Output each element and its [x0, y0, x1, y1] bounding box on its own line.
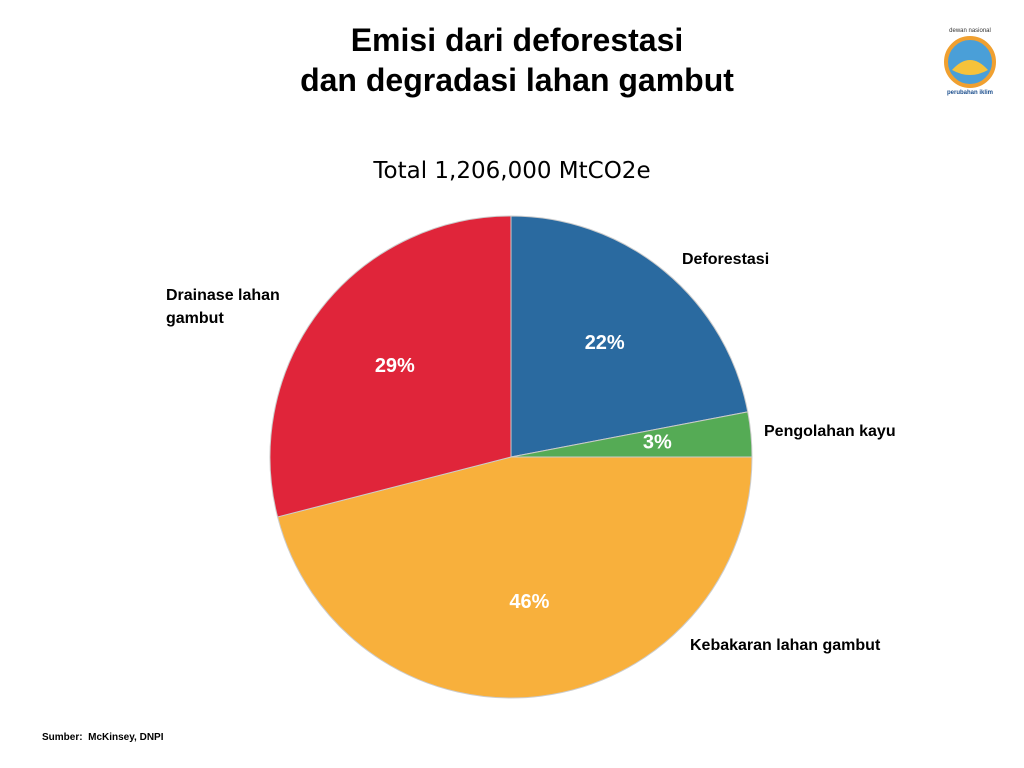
data-label: 3%: [643, 431, 672, 453]
title-line: dan degradasi lahan gambut: [300, 62, 734, 98]
data-label: 22%: [585, 332, 625, 354]
chart-subtitle: Total 1,206,000 MtCO2e: [373, 158, 651, 184]
chart-title: Emisi dari deforestasi dan degradasi lah…: [0, 20, 1024, 100]
title-line: Emisi dari deforestasi: [350, 22, 684, 58]
pie-slice: [269, 215, 512, 518]
pie-slice: [510, 215, 749, 458]
category-label: Pengolahan kayu: [764, 423, 896, 440]
data-label: 29%: [375, 355, 415, 377]
category-label: Drainase lahan gambut: [166, 287, 280, 327]
data-label: 46%: [509, 591, 549, 613]
logo-hands: [952, 60, 988, 75]
logo-text: dewan nasional: [949, 28, 991, 34]
source-note: Sumber: McKinsey, DNPI: [42, 732, 164, 743]
category-label: Deforestasi: [682, 251, 770, 268]
logo: dewan nasional perubahan iklim: [944, 28, 996, 96]
logo-text: perubahan iklim: [947, 90, 993, 96]
category-label: Kebakaran lahan gambut: [690, 637, 881, 654]
pie-slice: [276, 456, 753, 699]
